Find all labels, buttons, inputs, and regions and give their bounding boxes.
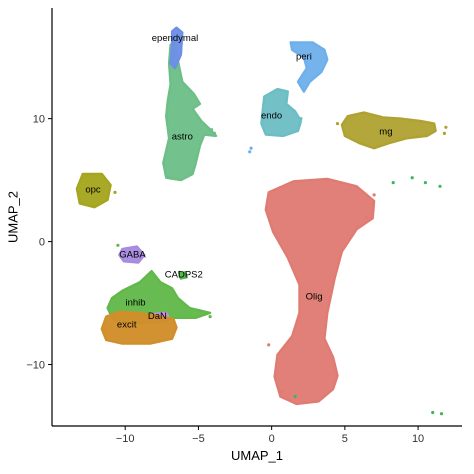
stray-cell-point <box>293 394 297 399</box>
y-tick-label: 0 <box>39 237 45 249</box>
stray-cell-point <box>431 410 435 415</box>
label-layer: Olig astro ependymal peri endo mg opc GABA CADPS… <box>85 33 392 331</box>
cluster-astro <box>162 40 218 182</box>
cluster-label-dan: DaN <box>148 311 167 322</box>
stray-cell-point <box>335 122 340 126</box>
cluster-label-peri: peri <box>296 52 312 63</box>
axes: −10 −5 0 5 10 −10 0 10 <box>26 8 462 445</box>
x-tick-label: −5 <box>192 433 205 445</box>
stray-cell-point <box>212 131 217 135</box>
stray-cell-point <box>113 190 117 194</box>
cluster-cadps2 <box>178 271 188 280</box>
cluster-label-endo: endo <box>261 111 282 122</box>
cluster-olig <box>264 177 376 406</box>
cluster-gaba <box>118 245 146 264</box>
x-tick-label: −10 <box>116 433 135 445</box>
stray-cell-point <box>297 123 302 127</box>
cluster-label-ependymal: ependymal <box>152 33 198 44</box>
cluster-label-olig: Olig <box>306 291 323 302</box>
cluster-opc <box>75 172 112 209</box>
cluster-ependymal <box>169 26 184 70</box>
cluster-label-gaba: GABA <box>119 250 146 261</box>
stray-cell-point <box>372 193 376 197</box>
x-tick-label: 10 <box>412 433 424 445</box>
cluster-peri <box>289 41 329 93</box>
stray-cell-point <box>365 215 369 219</box>
y-tick-label: 10 <box>33 114 45 126</box>
stray-cell-point <box>299 117 303 121</box>
stray-cell-point <box>116 243 120 247</box>
cluster-label-cadps2: CADPS2 <box>165 269 203 280</box>
stray-cell-point <box>177 270 181 274</box>
cluster-mg <box>340 111 437 150</box>
stray-cell-point <box>267 343 271 347</box>
stray-cell-point <box>391 181 395 185</box>
stray-cell-point <box>410 176 414 180</box>
stray-cell-point <box>249 146 253 150</box>
cluster-label-excit: excit <box>117 320 137 331</box>
cluster-label-mg: mg <box>379 127 392 138</box>
stray-cell-point <box>248 150 252 154</box>
cluster-layer <box>75 26 448 416</box>
stray-cell-point <box>210 128 214 132</box>
cluster-label-astro: astro <box>172 132 193 143</box>
stray-cell-point <box>444 125 448 129</box>
y-tick-label: −10 <box>26 360 45 372</box>
stray-cell-point <box>439 412 444 416</box>
stray-cell-point <box>423 181 427 185</box>
stray-cell-point <box>442 131 446 135</box>
x-tick-label: 0 <box>269 433 275 445</box>
y-axis-title: UMAP_2 <box>5 191 20 243</box>
stray-cell-point <box>438 184 442 188</box>
stray-cell-point <box>280 390 284 394</box>
cluster-label-opc: opc <box>85 185 101 196</box>
stray-cell-point <box>208 315 212 319</box>
cluster-excit <box>100 310 178 345</box>
x-axis-title: UMAP_1 <box>231 448 283 463</box>
x-tick-label: 5 <box>342 433 348 445</box>
cluster-label-inhib: inhib <box>125 298 145 309</box>
